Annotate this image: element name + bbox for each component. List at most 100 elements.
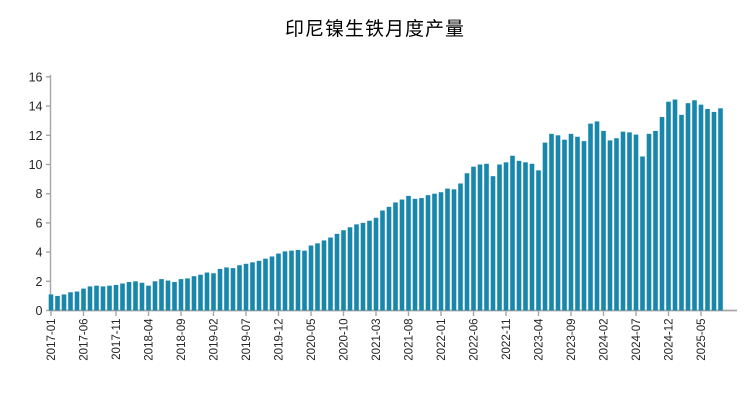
bar bbox=[321, 240, 327, 311]
bar bbox=[139, 282, 145, 311]
bar bbox=[406, 195, 411, 311]
bar bbox=[81, 288, 86, 311]
x-tick-label: 2018-04 bbox=[144, 318, 156, 361]
bar bbox=[458, 183, 463, 311]
bar bbox=[549, 133, 554, 311]
bar bbox=[308, 245, 314, 311]
bar bbox=[282, 251, 288, 311]
y-tick-label: 2 bbox=[36, 275, 43, 289]
x-tick-label: 2017-06 bbox=[79, 319, 91, 361]
bar bbox=[191, 276, 197, 311]
x-tick-label: 2023-09 bbox=[566, 319, 578, 361]
bar bbox=[711, 111, 717, 311]
x-tick-label: 2019-02 bbox=[209, 319, 221, 361]
bar bbox=[607, 140, 613, 311]
x-tick-label: 2024-07 bbox=[631, 319, 643, 361]
bar bbox=[165, 280, 171, 311]
x-tick-label: 2024-12 bbox=[664, 319, 676, 361]
bar bbox=[172, 282, 177, 311]
bar bbox=[581, 141, 587, 311]
bar bbox=[74, 291, 80, 311]
bar bbox=[412, 198, 418, 311]
bar bbox=[666, 101, 671, 311]
y-tick-label: 10 bbox=[29, 158, 43, 172]
x-tick-label: 2020-10 bbox=[339, 319, 351, 361]
bar bbox=[263, 258, 268, 311]
y-tick-label: 0 bbox=[36, 304, 43, 318]
x-tick-label: 2018-09 bbox=[176, 319, 188, 361]
bar bbox=[380, 210, 385, 311]
bar bbox=[87, 286, 93, 311]
bar bbox=[386, 206, 392, 311]
bar bbox=[490, 176, 496, 311]
bar bbox=[126, 282, 132, 311]
bar bbox=[393, 202, 398, 311]
bar bbox=[510, 155, 515, 311]
y-tick-label: 16 bbox=[29, 70, 43, 84]
y-tick-label: 4 bbox=[36, 246, 43, 260]
bar bbox=[633, 134, 639, 311]
bar bbox=[659, 117, 665, 311]
bar bbox=[399, 199, 405, 311]
x-tick-label: 2019-12 bbox=[274, 319, 286, 361]
bar bbox=[685, 103, 691, 311]
y-tick-label: 14 bbox=[29, 100, 43, 114]
bar bbox=[61, 294, 67, 311]
bar bbox=[451, 189, 457, 311]
bar bbox=[568, 133, 574, 311]
bar bbox=[289, 250, 294, 311]
bar bbox=[601, 130, 606, 311]
bar bbox=[341, 230, 346, 311]
bar bbox=[477, 164, 483, 311]
bar bbox=[503, 162, 509, 311]
bar bbox=[471, 166, 476, 311]
bar bbox=[562, 139, 567, 311]
x-tick-label: 2017-01 bbox=[46, 319, 58, 361]
bar bbox=[373, 217, 379, 311]
bar bbox=[211, 273, 216, 311]
bar bbox=[256, 260, 262, 311]
x-tick-label: 2017-11 bbox=[111, 319, 123, 360]
bar bbox=[575, 136, 580, 311]
bar bbox=[295, 249, 301, 311]
bar bbox=[620, 131, 626, 311]
bar bbox=[536, 170, 541, 311]
y-tick-label: 12 bbox=[29, 129, 43, 143]
bar bbox=[237, 265, 242, 311]
bar bbox=[198, 274, 203, 311]
bar bbox=[334, 233, 340, 311]
bar bbox=[672, 99, 678, 311]
bar bbox=[432, 193, 437, 311]
bar bbox=[68, 292, 73, 311]
bar bbox=[328, 237, 333, 311]
bar bbox=[614, 138, 619, 311]
y-tick-label: 8 bbox=[36, 187, 43, 201]
bar bbox=[360, 222, 366, 311]
bar bbox=[243, 263, 249, 311]
bar bbox=[55, 295, 60, 311]
x-tick-label: 2020-05 bbox=[306, 319, 318, 361]
bar bbox=[367, 220, 372, 311]
bar bbox=[425, 195, 431, 311]
bar bbox=[419, 198, 424, 311]
x-tick-label: 2019-07 bbox=[241, 319, 253, 361]
bar bbox=[302, 250, 307, 311]
bar bbox=[224, 267, 229, 311]
bar bbox=[354, 224, 359, 311]
x-tick-label: 2022-06 bbox=[469, 319, 481, 361]
bar bbox=[594, 121, 600, 311]
bar bbox=[516, 160, 522, 311]
bar bbox=[555, 135, 561, 311]
bar bbox=[178, 279, 184, 311]
bar bbox=[133, 281, 138, 311]
x-tick-label: 2021-08 bbox=[404, 319, 416, 361]
bar bbox=[627, 132, 632, 311]
bar bbox=[438, 192, 444, 311]
bar bbox=[542, 142, 548, 311]
x-tick-label: 2025-05 bbox=[696, 319, 708, 361]
bar bbox=[497, 164, 502, 311]
bar bbox=[705, 109, 710, 311]
bar bbox=[146, 285, 151, 311]
bar bbox=[217, 268, 223, 311]
